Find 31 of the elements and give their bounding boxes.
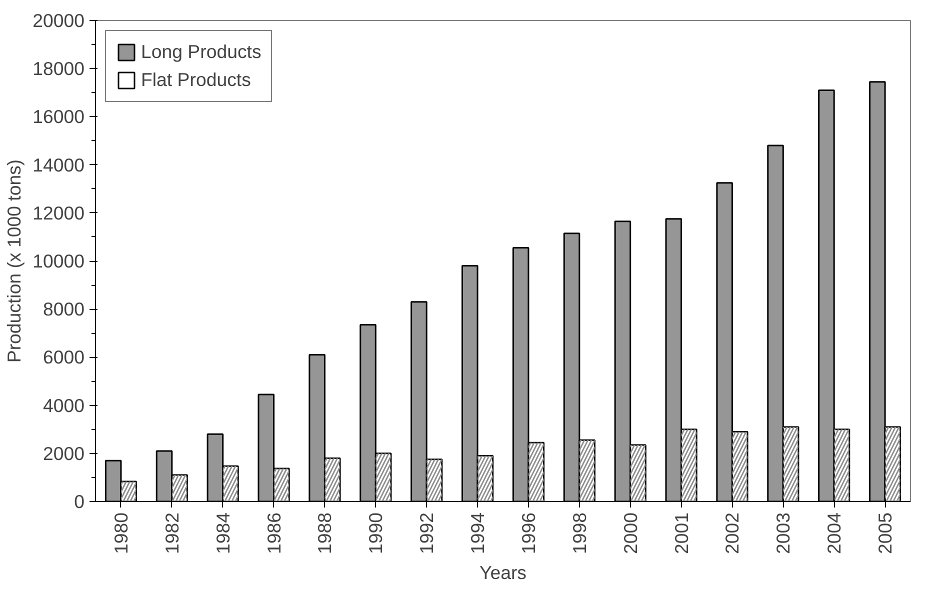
x-tick-label: 1996: [518, 512, 539, 554]
x-tick-label: 1998: [568, 512, 590, 554]
y-axis-title: Production (x 1000 tons): [4, 159, 25, 363]
x-tick-label: 1982: [161, 512, 182, 554]
y-tick-label: 2000: [42, 442, 85, 464]
x-tick-label: 2005: [874, 512, 896, 554]
x-tick-label: 1994: [467, 512, 488, 554]
y-tick-label: 16000: [32, 106, 85, 128]
y-tick-label: 20000: [32, 10, 85, 31]
x-tick-label: 1984: [212, 512, 234, 554]
x-tick-label: 1990: [365, 512, 386, 554]
y-tick-label: 10000: [32, 250, 85, 272]
x-tick-label: 1988: [314, 512, 336, 554]
x-tick-label: 1992: [416, 512, 438, 554]
y-tick-label: 0: [74, 491, 85, 512]
y-tick-label: 4000: [42, 394, 85, 416]
legend-label: Long Products: [141, 41, 262, 63]
y-tick-label: 14000: [32, 154, 85, 176]
x-axis-title: Years: [479, 562, 527, 584]
y-tick-label: 12000: [32, 202, 85, 224]
y-tick-label: 8000: [42, 298, 85, 320]
x-tick-label: 1986: [263, 512, 284, 554]
x-tick-label: 2002: [722, 512, 743, 554]
x-tick-label: 2003: [772, 512, 794, 554]
x-tick-label: 2001: [670, 512, 692, 554]
y-tick-label: 6000: [42, 346, 85, 368]
x-tick-label: 2000: [620, 512, 641, 554]
legend-label: Flat Products: [141, 69, 251, 91]
y-tick-label: 18000: [32, 58, 85, 80]
x-tick-label: 1980: [110, 512, 132, 554]
x-tick-label: 2004: [824, 512, 845, 554]
